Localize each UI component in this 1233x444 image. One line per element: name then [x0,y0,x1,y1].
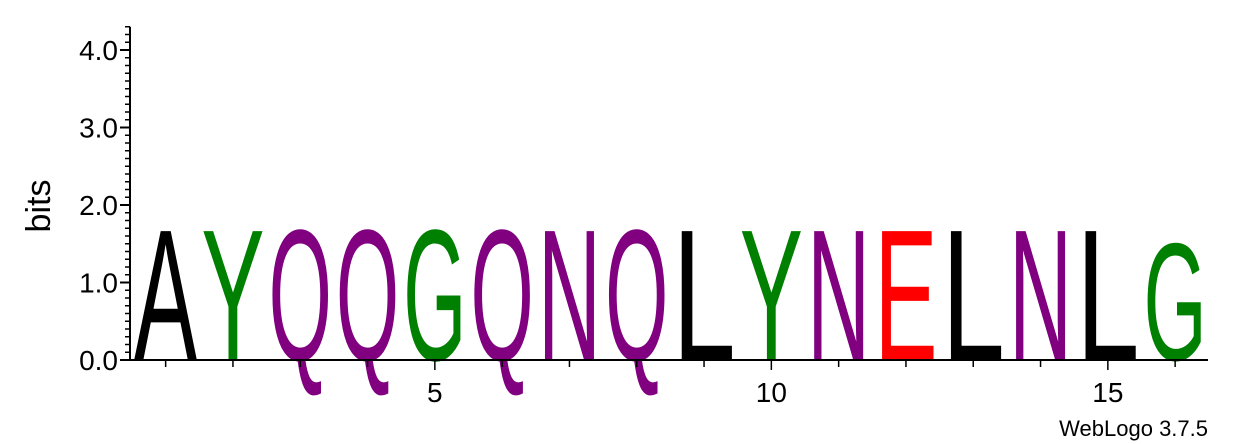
y-tick-label: 4.0 [79,35,118,66]
logo-letter-q: Q [605,190,668,400]
y-tick-label: 0.0 [79,345,118,376]
logo-letter-n: N [1009,191,1072,400]
y-tick-label: 1.0 [79,268,118,299]
logo-letter-q: Q [336,190,399,400]
x-tick-label: 5 [427,377,443,408]
x-axis: 5 10 15 [130,359,1208,408]
y-axis: 0.0 1.0 2.0 3.0 4.0 [79,26,131,376]
y-tick-label: 3.0 [79,113,118,144]
y-tick-label: 2.0 [79,190,118,221]
logo-letter-q: Q [471,190,534,400]
logo-letter-g: G [1144,209,1207,396]
logo-letter-y: Y [201,192,264,400]
logo-letter-n: N [538,191,601,400]
logo-letter-l: L [942,191,1005,400]
logo-letter-a: A [134,192,197,400]
logo-letter-n: N [807,191,870,400]
y-axis-label: bits [20,180,58,233]
logo-letter-q: Q [269,190,332,400]
x-tick-label: 15 [1092,377,1123,408]
logo-letter-l: L [672,191,735,400]
logo-letter-e: E [874,192,937,400]
weblogo-credit: WebLogo 3.7.5 [1059,416,1208,441]
x-tick-label: 10 [756,377,787,408]
